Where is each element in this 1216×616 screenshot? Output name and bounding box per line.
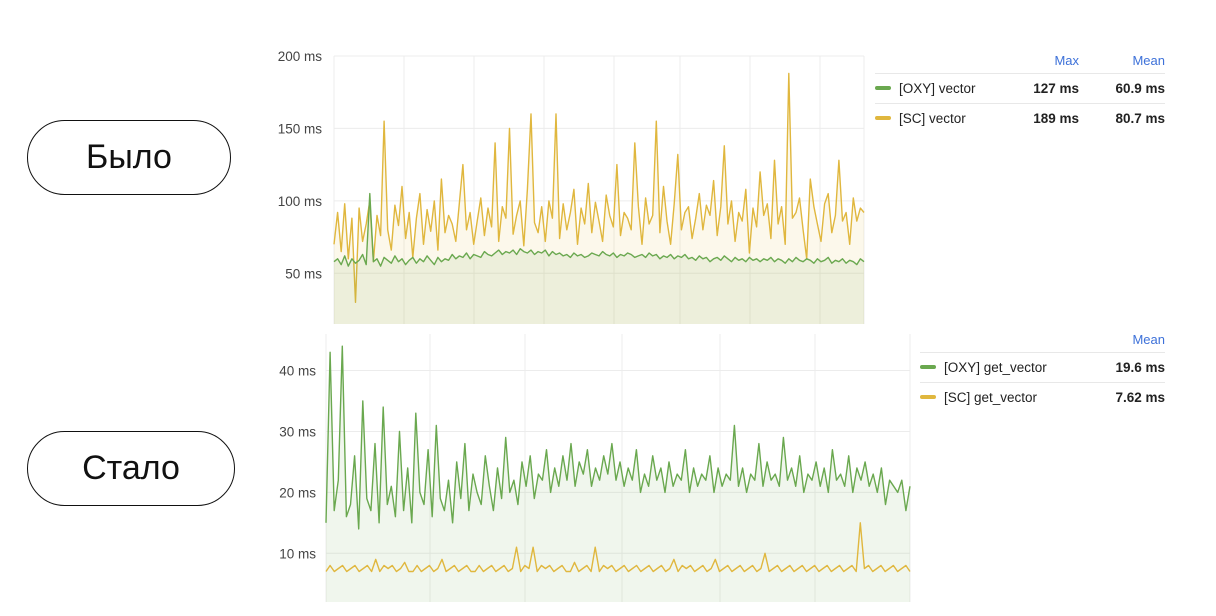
series-line bbox=[325, 345, 911, 530]
legend-before-header: Max Mean bbox=[875, 47, 1165, 74]
oxy-series-swatch bbox=[875, 86, 891, 91]
series-line bbox=[333, 192, 865, 267]
legend-mean-value: 80.7 ms bbox=[1079, 103, 1165, 133]
legend-mean-value: 19.6 ms bbox=[1098, 352, 1165, 383]
legend-series-name: [OXY] vector bbox=[899, 81, 976, 96]
y-tick-label: 100 ms bbox=[278, 194, 323, 209]
y-tick-label: 20 ms bbox=[279, 485, 316, 500]
legend-max-value: 189 ms bbox=[1015, 103, 1079, 133]
y-tick-label: 150 ms bbox=[278, 121, 323, 136]
legend-before: Max Mean [OXY] vector 127 ms 60.9 ms [SC… bbox=[875, 47, 1165, 133]
y-tick-label: 50 ms bbox=[285, 266, 322, 281]
legend-series-name: [OXY] get_vector bbox=[944, 360, 1047, 375]
legend-before-max-header[interactable]: Max bbox=[1054, 52, 1079, 68]
sc-series-swatch bbox=[920, 395, 936, 400]
y-tick-label: 40 ms bbox=[279, 364, 316, 379]
series-line bbox=[333, 72, 865, 303]
after-label-pill: Стало bbox=[27, 431, 235, 506]
legend-mean-value: 7.62 ms bbox=[1098, 382, 1165, 412]
series-area bbox=[334, 193, 864, 324]
y-tick-label: 200 ms bbox=[278, 49, 323, 64]
legend-series-name: [SC] get_vector bbox=[944, 390, 1038, 405]
legend-after: Mean [OXY] get_vector 19.6 ms [SC] get_v… bbox=[920, 326, 1165, 412]
legend-mean-value: 60.9 ms bbox=[1079, 73, 1165, 104]
legend-max-value: 127 ms bbox=[1015, 73, 1079, 104]
before-label-text: Было bbox=[86, 138, 172, 176]
series-line bbox=[325, 522, 911, 573]
legend-after-row-oxy[interactable]: [OXY] get_vector 19.6 ms bbox=[920, 352, 1165, 383]
legend-before-mean-header[interactable]: Mean bbox=[1132, 52, 1165, 68]
y-tick-label: 10 ms bbox=[279, 546, 316, 561]
oxy-series-swatch bbox=[920, 365, 936, 370]
legend-series-name: [SC] vector bbox=[899, 111, 966, 126]
legend-after-row-sc[interactable]: [SC] get_vector 7.62 ms bbox=[920, 382, 1165, 412]
after-label-text: Стало bbox=[82, 449, 180, 487]
legend-before-row-oxy[interactable]: [OXY] vector 127 ms 60.9 ms bbox=[875, 73, 1165, 104]
sc-series-swatch bbox=[875, 116, 891, 121]
legend-after-mean-header[interactable]: Mean bbox=[1132, 331, 1165, 347]
y-tick-label: 30 ms bbox=[279, 424, 316, 439]
before-label-pill: Было bbox=[27, 120, 231, 195]
legend-before-row-sc[interactable]: [SC] vector 189 ms 80.7 ms bbox=[875, 103, 1165, 133]
legend-after-header: Mean bbox=[920, 326, 1165, 353]
